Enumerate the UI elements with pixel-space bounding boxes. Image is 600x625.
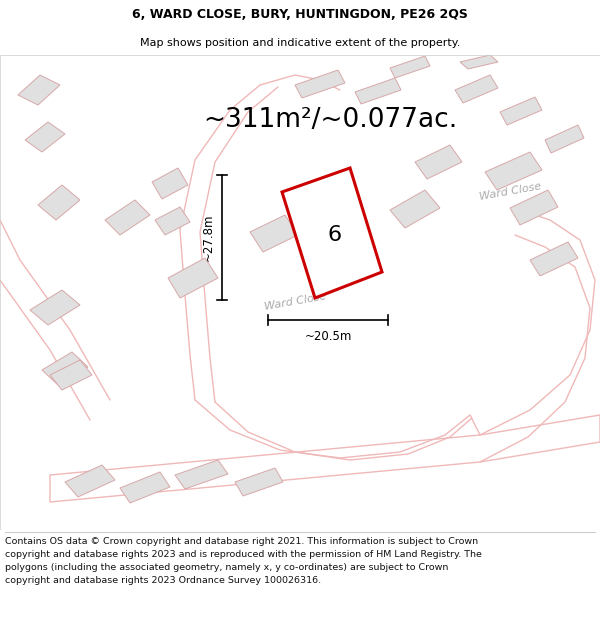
- Polygon shape: [250, 215, 298, 252]
- Text: Ward Close: Ward Close: [263, 292, 327, 312]
- Polygon shape: [175, 460, 228, 489]
- Polygon shape: [485, 152, 542, 190]
- Polygon shape: [42, 352, 88, 385]
- Text: ~311m²/~0.077ac.: ~311m²/~0.077ac.: [203, 107, 457, 133]
- Polygon shape: [152, 168, 188, 199]
- Polygon shape: [455, 75, 498, 103]
- Polygon shape: [105, 200, 150, 235]
- Text: 6: 6: [328, 225, 342, 245]
- Polygon shape: [155, 207, 190, 235]
- Polygon shape: [168, 258, 218, 298]
- Polygon shape: [38, 185, 80, 220]
- Text: ~27.8m: ~27.8m: [202, 214, 215, 261]
- Text: Contains OS data © Crown copyright and database right 2021. This information is : Contains OS data © Crown copyright and d…: [5, 537, 478, 546]
- Text: copyright and database rights 2023 Ordnance Survey 100026316.: copyright and database rights 2023 Ordna…: [5, 576, 321, 585]
- Polygon shape: [500, 97, 542, 125]
- Polygon shape: [545, 125, 584, 153]
- Polygon shape: [530, 242, 578, 276]
- Polygon shape: [18, 75, 60, 105]
- Polygon shape: [460, 55, 498, 69]
- Text: copyright and database rights 2023 and is reproduced with the permission of HM L: copyright and database rights 2023 and i…: [5, 550, 482, 559]
- Polygon shape: [355, 78, 401, 104]
- Text: Ward Close: Ward Close: [478, 182, 542, 203]
- Polygon shape: [282, 168, 382, 298]
- Polygon shape: [30, 290, 80, 325]
- Polygon shape: [235, 468, 283, 496]
- Polygon shape: [295, 70, 345, 98]
- Text: 6, WARD CLOSE, BURY, HUNTINGDON, PE26 2QS: 6, WARD CLOSE, BURY, HUNTINGDON, PE26 2Q…: [132, 8, 468, 21]
- Text: polygons (including the associated geometry, namely x, y co-ordinates) are subje: polygons (including the associated geome…: [5, 563, 448, 572]
- Polygon shape: [65, 465, 115, 497]
- Polygon shape: [415, 145, 462, 179]
- Polygon shape: [50, 360, 92, 390]
- Polygon shape: [25, 122, 65, 152]
- Polygon shape: [120, 472, 170, 503]
- Polygon shape: [510, 190, 558, 225]
- Text: ~20.5m: ~20.5m: [304, 329, 352, 342]
- Polygon shape: [390, 190, 440, 228]
- Text: Map shows position and indicative extent of the property.: Map shows position and indicative extent…: [140, 39, 460, 49]
- Polygon shape: [390, 56, 430, 78]
